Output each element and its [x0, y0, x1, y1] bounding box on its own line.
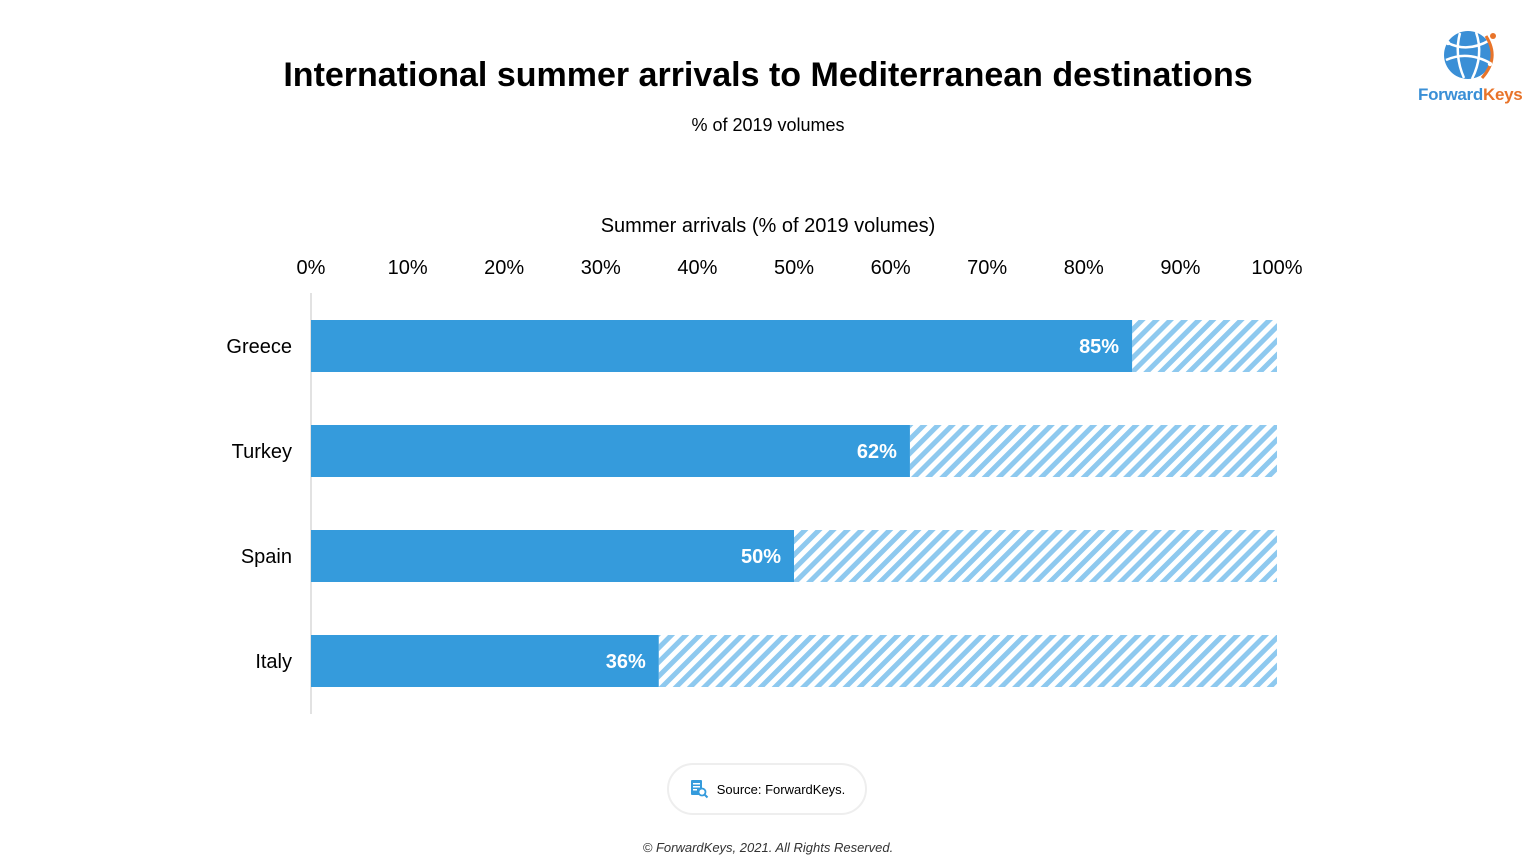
forwardkeys-logo: ForwardKeys [1418, 28, 1523, 108]
chart-title: International summer arrivals to Mediter… [283, 56, 1253, 94]
value-bar [311, 320, 1133, 372]
category-label: Italy [255, 651, 292, 673]
x-tick-label: 80% [1064, 257, 1104, 279]
globe-network-icon [1444, 31, 1496, 80]
category-label: Spain [241, 546, 292, 568]
x-tick-label: 40% [677, 257, 717, 279]
category-label: Turkey [232, 441, 292, 463]
x-tick-label: 70% [967, 257, 1007, 279]
source-note: Source: ForwardKeys. [667, 763, 867, 815]
remainder-bar [1132, 320, 1277, 372]
chart-subtitle: % of 2019 volumes [691, 115, 845, 135]
x-tick-label: 10% [388, 257, 428, 279]
x-tick-label: 90% [1160, 257, 1200, 279]
value-bar [311, 425, 910, 477]
x-tick-label: 30% [581, 257, 621, 279]
category-label: Greece [226, 336, 292, 358]
document-search-icon [690, 780, 708, 799]
x-tick-label: 20% [484, 257, 524, 279]
data-label: 50% [741, 546, 781, 568]
value-bar [311, 530, 794, 582]
remainder-bar [794, 530, 1277, 582]
data-label: 36% [606, 651, 646, 673]
source-text: Source: ForwardKeys. [716, 781, 846, 797]
x-tick-label: 60% [871, 257, 911, 279]
bar-chart: Summer arrivals (% of 2019 volumes) 0% 10… [226, 215, 1303, 714]
logo-text-keys: Keys [1482, 85, 1523, 104]
x-axis-label: Summer arrivals (% of 2019 volumes) [601, 215, 936, 237]
x-tick-label: 100% [1251, 257, 1302, 279]
x-tick-label: 50% [774, 257, 814, 279]
remainder-bar [909, 425, 1277, 477]
data-label: 85% [1079, 336, 1119, 358]
value-bar [311, 635, 659, 687]
data-label: 62% [857, 441, 897, 463]
logo-text-forward: Forward [1418, 85, 1483, 104]
remainder-bar [658, 635, 1277, 687]
x-tick-label: 0% [297, 257, 326, 279]
copyright-text: © ForwardKeys, 2021. All Rights Reserved… [642, 840, 894, 855]
